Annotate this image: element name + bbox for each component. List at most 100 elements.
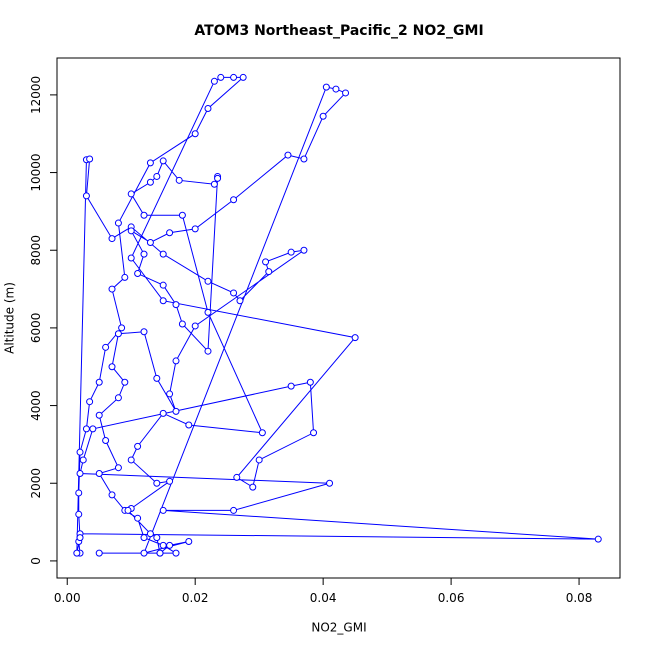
data-point xyxy=(76,470,84,478)
data-point xyxy=(95,411,103,419)
data-point xyxy=(127,456,135,464)
data-point xyxy=(89,425,97,433)
data-point xyxy=(204,347,212,355)
data-point xyxy=(127,254,135,262)
y-tick-label: 8000 xyxy=(29,235,43,266)
data-point xyxy=(95,549,103,557)
data-point xyxy=(127,190,135,198)
data-point xyxy=(310,429,318,437)
data-point xyxy=(153,479,161,487)
data-point xyxy=(178,320,186,328)
data-point xyxy=(594,535,602,543)
y-tick-label: 12000 xyxy=(29,76,43,114)
data-point xyxy=(300,246,308,254)
data-point xyxy=(284,151,292,159)
data-point xyxy=(108,285,116,293)
data-point xyxy=(159,250,167,258)
data-point xyxy=(172,301,180,309)
data-point xyxy=(175,176,183,184)
data-point xyxy=(166,229,174,237)
data-point xyxy=(159,541,167,549)
data-point xyxy=(172,357,180,365)
data-point xyxy=(265,268,273,276)
data-point xyxy=(230,196,238,204)
data-point xyxy=(86,398,94,406)
data-point xyxy=(342,89,350,97)
data-point xyxy=(262,258,270,266)
data-point xyxy=(204,277,212,285)
data-point xyxy=(95,470,103,478)
data-point xyxy=(140,549,148,557)
data-point xyxy=(239,73,247,81)
data-point xyxy=(102,437,110,445)
data-point xyxy=(210,180,218,188)
x-tick-label: 0.06 xyxy=(438,591,465,605)
data-point xyxy=(146,159,154,167)
data-point xyxy=(233,473,241,481)
data-point xyxy=(172,407,180,415)
data-point xyxy=(191,225,199,233)
data-point xyxy=(210,77,218,85)
y-tick-label: 6000 xyxy=(29,313,43,344)
data-point xyxy=(82,425,90,433)
data-point xyxy=(134,514,142,522)
data-point xyxy=(191,322,199,330)
data-point xyxy=(351,334,359,342)
data-point xyxy=(79,456,87,464)
data-point xyxy=(236,297,244,305)
data-point xyxy=(230,506,238,514)
data-point xyxy=(287,382,295,390)
data-point xyxy=(82,192,90,200)
data-point xyxy=(95,378,103,386)
data-point xyxy=(230,289,238,297)
data-point xyxy=(75,489,83,497)
data-point xyxy=(319,112,327,120)
data-point xyxy=(114,464,122,472)
data-point xyxy=(146,238,154,246)
data-point xyxy=(75,510,83,518)
data-point xyxy=(140,328,148,336)
data-point xyxy=(76,534,84,542)
y-tick-label: 4000 xyxy=(29,390,43,421)
x-tick-label: 0.04 xyxy=(310,591,337,605)
data-point xyxy=(306,378,314,386)
data-point xyxy=(108,491,116,499)
y-tick-label: 2000 xyxy=(29,468,43,499)
data-point xyxy=(134,442,142,450)
data-point xyxy=(255,456,263,464)
data-point xyxy=(127,227,135,235)
data-point xyxy=(287,248,295,256)
data-point xyxy=(140,250,148,258)
data-point xyxy=(204,308,212,316)
data-point xyxy=(300,155,308,163)
data-point xyxy=(332,85,340,93)
data-point xyxy=(108,235,116,243)
data-point xyxy=(166,390,174,398)
y-tick-label: 10000 xyxy=(29,153,43,191)
data-point xyxy=(156,549,164,557)
data-point xyxy=(146,178,154,186)
data-point xyxy=(230,73,238,81)
data-point xyxy=(178,211,186,219)
data-point xyxy=(102,343,110,351)
data-point xyxy=(172,549,180,557)
data-point xyxy=(217,73,225,81)
x-axis-label: NO2_GMI xyxy=(311,621,366,635)
data-point xyxy=(140,211,148,219)
data-point xyxy=(204,104,212,112)
data-point xyxy=(134,270,142,278)
data-point xyxy=(185,537,193,545)
data-point xyxy=(153,374,161,382)
x-tick-label: 0.00 xyxy=(54,591,81,605)
data-point xyxy=(153,172,161,180)
y-axis-label: Altitude (m) xyxy=(3,282,17,354)
data-point xyxy=(153,534,161,542)
data-point xyxy=(114,219,122,227)
y-tick-label: 0 xyxy=(29,557,43,565)
data-point xyxy=(185,421,193,429)
data-point xyxy=(166,477,174,485)
data-point xyxy=(214,174,222,182)
data-point xyxy=(108,363,116,371)
